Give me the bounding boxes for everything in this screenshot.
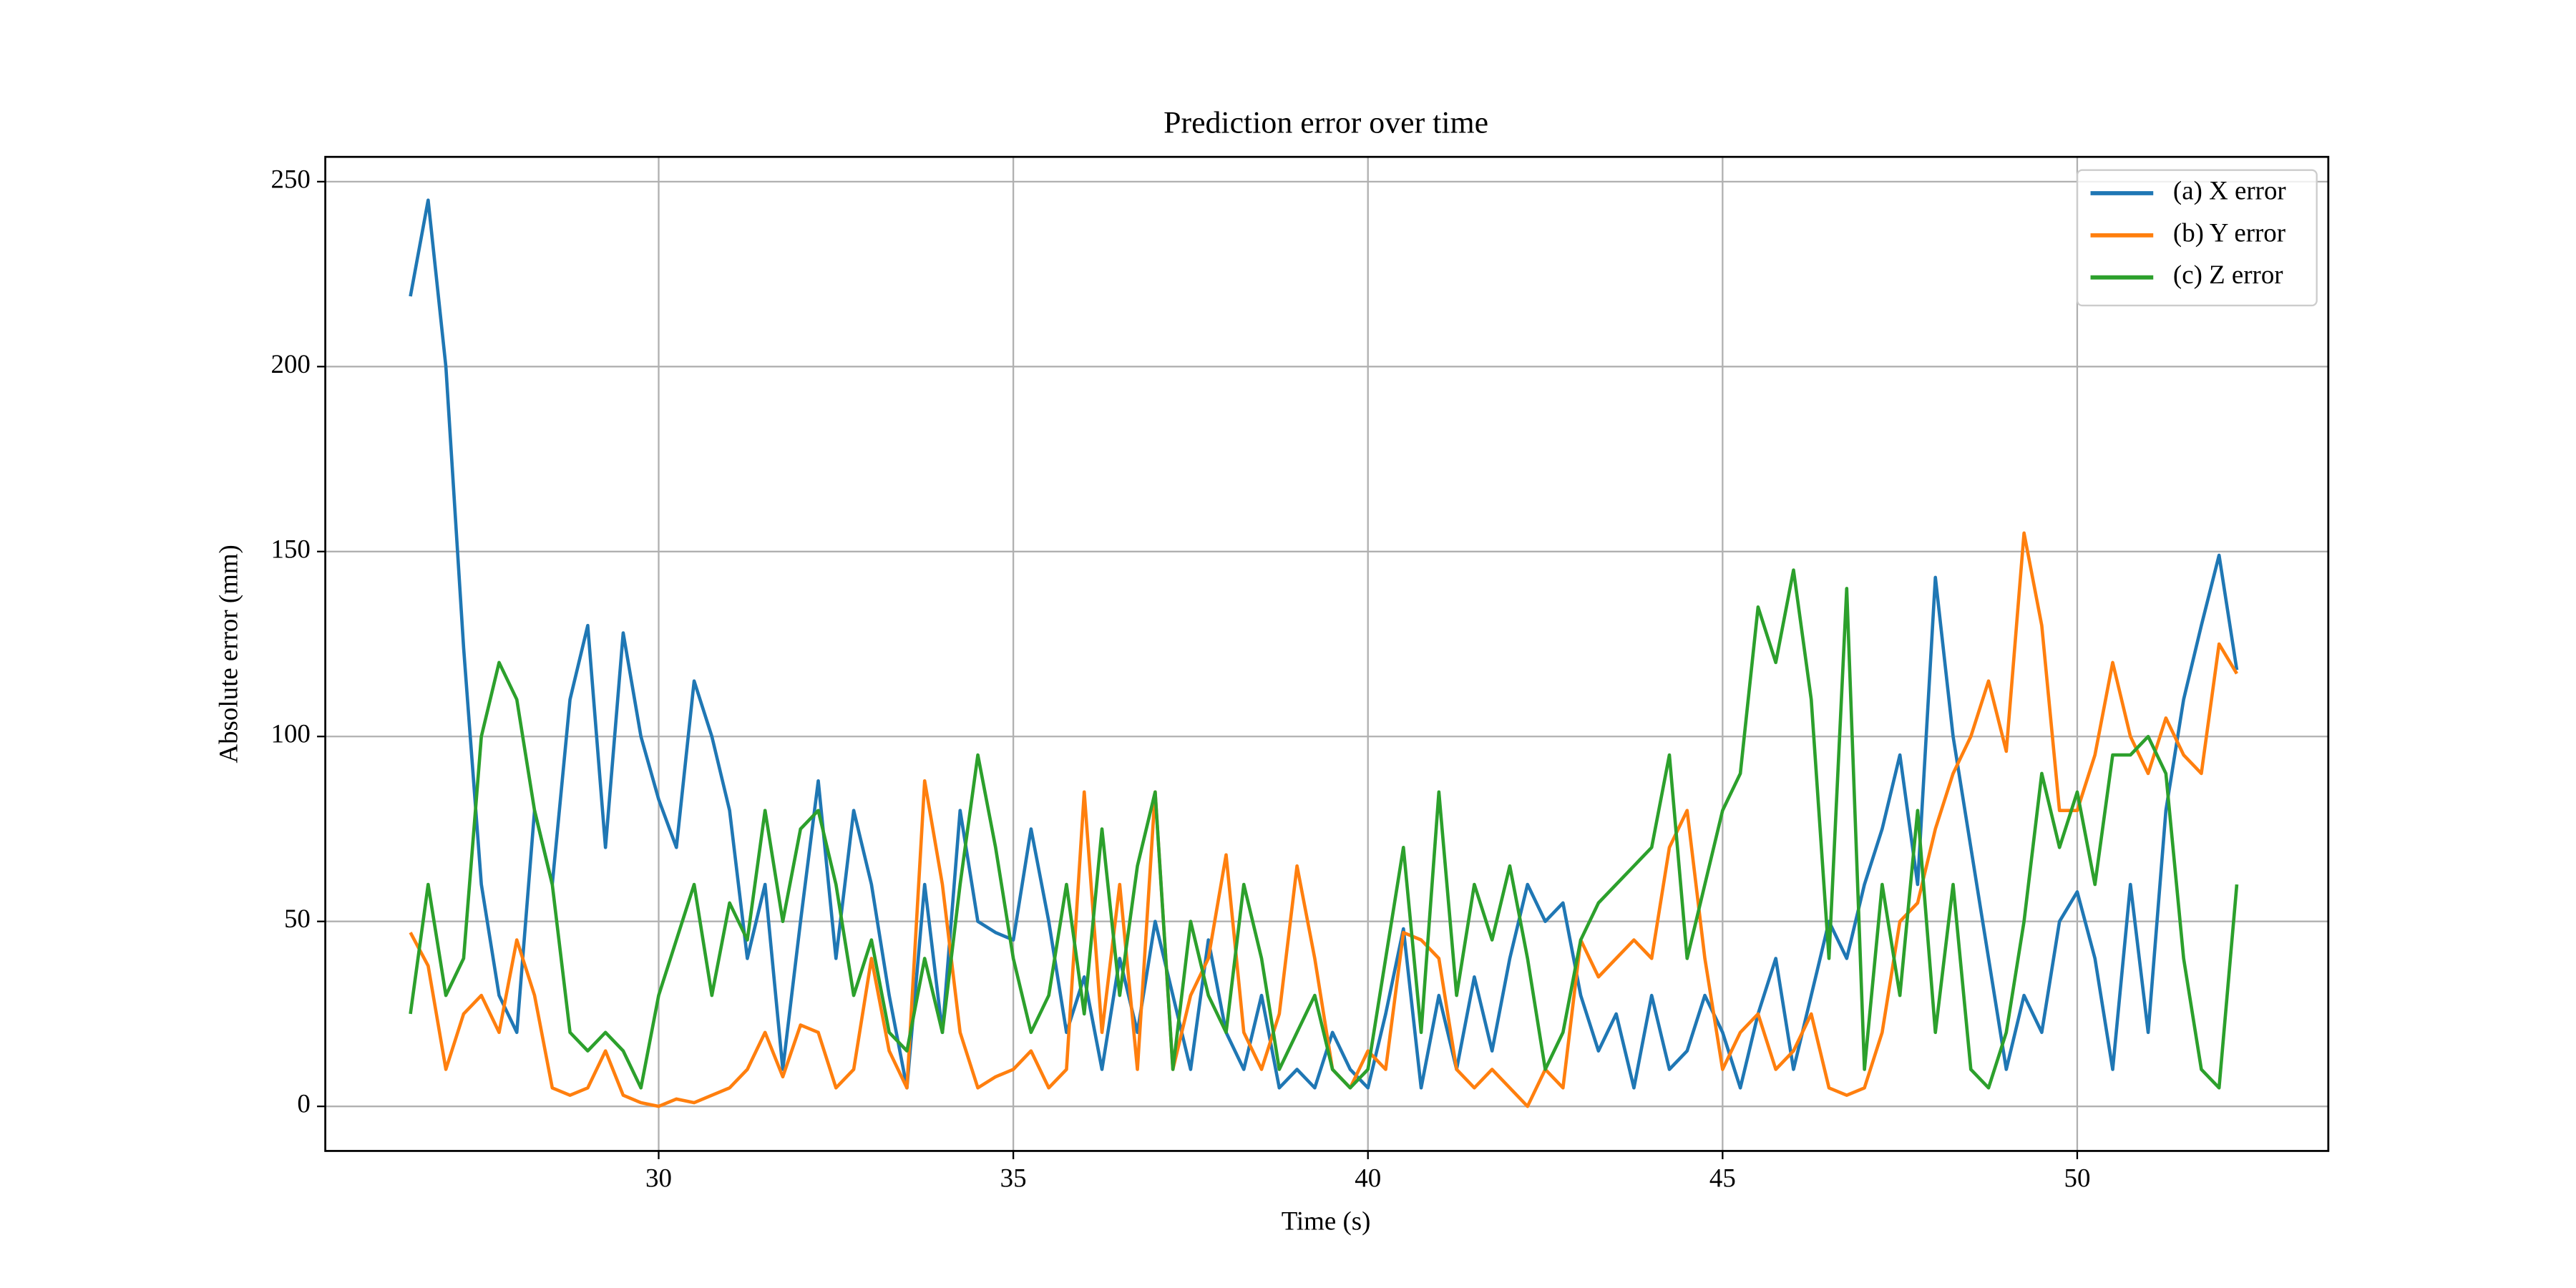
- x-axis-label: Time (s): [1282, 1206, 1371, 1236]
- y-tick-label: 250: [270, 164, 310, 193]
- y-axis-label: Absolute error (mm): [214, 545, 244, 763]
- y-tick-label: 50: [284, 904, 311, 933]
- x-tick-label: 35: [1000, 1163, 1027, 1192]
- y-tick-label: 0: [297, 1089, 310, 1118]
- legend-label: (c) Z error: [2173, 260, 2283, 290]
- data-line: [409, 198, 2239, 1090]
- legend-box: [2076, 169, 2318, 307]
- plot-frame: [324, 155, 2330, 1152]
- x-tick-label: 45: [1709, 1163, 1736, 1192]
- data-line: [409, 568, 2239, 1090]
- x-tick-label: 40: [1355, 1163, 1381, 1192]
- x-tick-label: 50: [2064, 1163, 2090, 1192]
- y-tick-label: 200: [270, 349, 310, 379]
- x-tick-label: 30: [645, 1163, 672, 1192]
- data-line: [409, 531, 2238, 1108]
- chart-title: Prediction error over time: [1163, 105, 1488, 140]
- y-tick-label: 150: [270, 534, 310, 563]
- legend-label: (b) Y error: [2173, 218, 2285, 248]
- y-tick-label: 100: [270, 719, 310, 748]
- legend-label: (a) X error: [2173, 175, 2286, 205]
